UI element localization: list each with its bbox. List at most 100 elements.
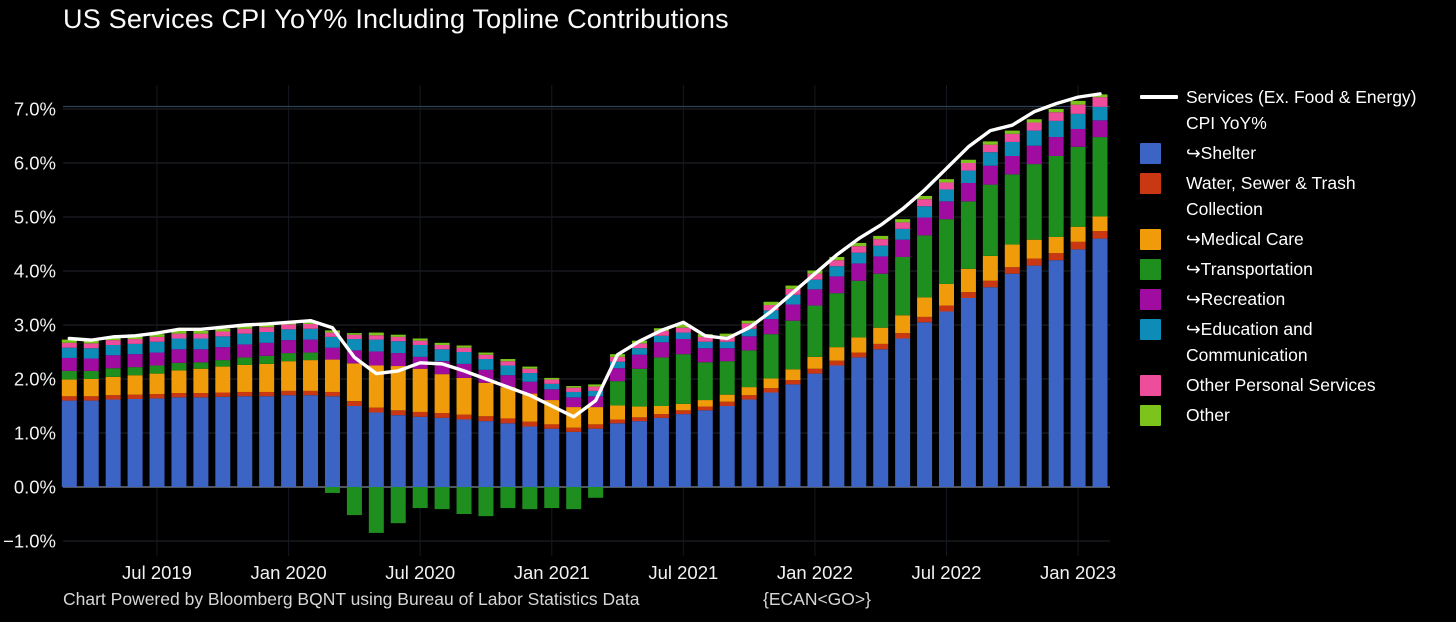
- bar-segment: [412, 416, 428, 487]
- bar-segment: [653, 335, 669, 343]
- bar-segment: [237, 344, 253, 358]
- bar-segment: [895, 239, 911, 257]
- bar-segment: [368, 332, 384, 336]
- bloomberg-command: {ECAN<GO>}: [763, 589, 871, 609]
- legend-item-transportation[interactable]: ↪Transportation: [1140, 256, 1454, 282]
- bar-segment: [719, 341, 735, 349]
- bar-segment: [851, 352, 867, 358]
- bar-segment: [1070, 249, 1086, 487]
- legend-item-other[interactable]: Other: [1140, 402, 1454, 428]
- bar-segment: [982, 152, 998, 166]
- bar-segment: [368, 365, 384, 408]
- bar-segment: [390, 353, 406, 367]
- bar-segment: [324, 396, 340, 487]
- bar-segment: [83, 370, 99, 379]
- color-swatch-icon: [1140, 375, 1161, 396]
- bar-segment: [1026, 164, 1042, 240]
- bar-segment: [829, 256, 845, 261]
- bar-segment: [631, 343, 647, 349]
- bar-segment: [456, 419, 472, 487]
- bar-segment: [588, 384, 604, 387]
- legend-item-recreation[interactable]: ↪Recreation: [1140, 286, 1454, 312]
- bar-segment: [193, 368, 209, 394]
- color-swatch-icon: [1140, 173, 1161, 194]
- bar-group-Mar-2022: [851, 242, 867, 487]
- legend-item-water-sewer-trash-collection[interactable]: Water, Sewer & Trash Collection: [1140, 170, 1454, 222]
- bar-segment: [346, 334, 362, 340]
- color-swatch-icon: [1140, 229, 1161, 250]
- bar-segment: [346, 333, 362, 335]
- bar-segment: [719, 348, 735, 362]
- legend-item-shelter[interactable]: ↪Shelter: [1140, 140, 1454, 166]
- bar-group-May-2019: [105, 337, 121, 487]
- bar-segment: [653, 330, 669, 336]
- bar-segment: [1026, 122, 1042, 131]
- bar-segment: [917, 217, 933, 236]
- bar-segment: [522, 426, 538, 487]
- bar-segment: [1026, 130, 1042, 146]
- bar-segment: [478, 354, 494, 360]
- bar-segment: [281, 324, 297, 330]
- bar-segment: [807, 305, 823, 357]
- legend-label: ↪Shelter: [1186, 143, 1257, 163]
- bar-segment: [719, 394, 735, 402]
- bar-segment: [675, 332, 691, 340]
- bar-segment: [544, 487, 560, 509]
- bar-segment: [390, 410, 406, 416]
- bar-segment: [1026, 145, 1042, 165]
- bar-segment: [741, 399, 757, 487]
- bar-segment: [697, 348, 713, 363]
- bar-segment: [149, 398, 165, 487]
- bar-segment: [434, 487, 450, 510]
- bar-segment: [61, 370, 77, 380]
- legend-item-medical-care[interactable]: ↪Medical Care: [1140, 226, 1454, 252]
- bar-segment: [281, 390, 297, 396]
- bar-segment: [675, 339, 691, 355]
- bar-segment: [895, 338, 911, 487]
- bar-segment: [237, 333, 253, 345]
- bar-segment: [566, 387, 582, 392]
- bar-segment: [917, 297, 933, 317]
- bar-group-Sep-2021: [719, 333, 735, 487]
- bar-segment: [873, 235, 889, 240]
- legend-item-topline[interactable]: Services (Ex. Food & Energy) CPI YoY%: [1140, 84, 1454, 136]
- bar-segment: [346, 487, 362, 516]
- bar-segment: [215, 336, 231, 348]
- bar-segment: [500, 361, 516, 366]
- bar-segment: [960, 201, 976, 269]
- bar-group-Sep-2020: [456, 345, 472, 514]
- bar-segment: [675, 324, 691, 328]
- legend-item-education-and-communication[interactable]: ↪Education and Communication: [1140, 316, 1454, 368]
- bar-segment: [193, 338, 209, 350]
- bar-segment: [1092, 216, 1108, 232]
- bar-segment: [456, 345, 472, 348]
- bar-group-Feb-2023: [1092, 94, 1108, 487]
- bar-segment: [500, 423, 516, 487]
- bar-segment: [807, 279, 823, 290]
- bar-segment: [127, 394, 143, 399]
- bar-segment: [522, 368, 538, 374]
- bar-segment: [105, 368, 121, 377]
- bar-segment: [83, 340, 99, 344]
- bar-segment: [1026, 119, 1042, 123]
- x-axis-tick-label: Jul 2021: [648, 562, 718, 583]
- bar-segment: [982, 255, 998, 281]
- bar-segment: [939, 311, 954, 487]
- color-swatch-icon: [1140, 289, 1161, 310]
- bar-segment: [171, 338, 187, 350]
- bar-segment: [851, 337, 867, 353]
- bar-segment: [1092, 120, 1108, 138]
- legend-item-other-personal-services[interactable]: Other Personal Services: [1140, 372, 1454, 398]
- bar-segment: [390, 366, 406, 411]
- bar-segment: [434, 417, 450, 487]
- bar-segment: [434, 374, 450, 414]
- bar-segment: [500, 365, 516, 376]
- bar-segment: [149, 373, 165, 395]
- x-axis-tick-label: Jul 2022: [912, 562, 982, 583]
- bar-segment: [873, 245, 889, 257]
- bar-segment: [1048, 253, 1064, 261]
- bar-segment: [697, 406, 713, 411]
- bar-segment: [697, 362, 713, 401]
- bar-segment: [500, 387, 516, 419]
- bar-segment: [873, 256, 889, 274]
